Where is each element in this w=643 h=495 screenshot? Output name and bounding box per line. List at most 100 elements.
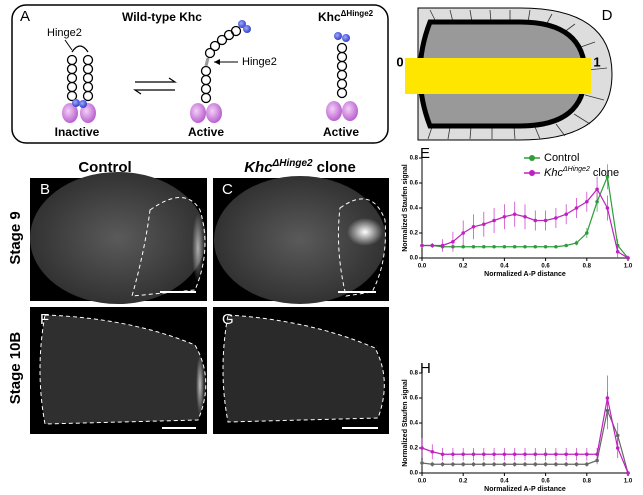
data-point [585, 462, 589, 467]
data-point [512, 212, 517, 217]
y-tick-label: 0.4 [410, 206, 419, 212]
data-point [605, 174, 610, 179]
data-point [461, 462, 466, 467]
motor-head [326, 101, 342, 121]
hinge-label: Hinge2 [242, 56, 277, 68]
data-point [585, 452, 589, 457]
data-point [502, 462, 507, 467]
x-tick-label: 0.6 [541, 479, 550, 485]
data-point [554, 462, 558, 467]
data-point [492, 218, 496, 223]
panel-a-box [11, 4, 389, 144]
y-tick-label: 0.4 [410, 421, 419, 427]
data-point [626, 256, 630, 260]
data-point [430, 243, 435, 248]
data-point [482, 452, 486, 457]
axis-end-label: 0 [396, 54, 403, 69]
data-point [440, 462, 445, 467]
x-tick-label: 0.2 [459, 264, 468, 270]
legend-name: Khc [544, 167, 563, 179]
data-point [523, 214, 527, 219]
data-point [543, 244, 548, 249]
column-header: Control [78, 159, 131, 176]
data-point [512, 244, 517, 249]
data-point [471, 244, 476, 249]
data-point [420, 461, 424, 465]
x-tick-label: 0.4 [500, 479, 509, 485]
data-point [461, 452, 466, 457]
data-point [543, 452, 548, 457]
data-point [482, 222, 486, 227]
micrograph-g [213, 307, 389, 434]
panel-label: B [40, 181, 50, 198]
row-label: Stage 9 [7, 211, 24, 264]
data-point [554, 244, 558, 249]
data-point [605, 396, 610, 400]
data-point [585, 199, 589, 204]
motor-head [342, 101, 358, 121]
data-point [564, 452, 568, 457]
data-point [615, 446, 620, 450]
data-point [451, 239, 455, 244]
legend-label: KhcΔHinge2 clone [544, 166, 619, 179]
data-point [533, 244, 538, 249]
data-point [512, 452, 517, 457]
active-molecule [200, 25, 242, 104]
data-point [595, 187, 599, 192]
data-point [615, 433, 620, 438]
panel-title: KhcΔHinge2 [318, 9, 374, 24]
y-tick-label: 0.2 [410, 231, 419, 237]
data-point [605, 206, 610, 210]
y-tick-label: 0.8 [410, 156, 419, 162]
motor-head [190, 103, 206, 123]
x-tick-label: 1.0 [624, 264, 633, 270]
data-point [492, 244, 496, 249]
x-tick-label: 0.8 [583, 479, 592, 485]
data-point [533, 462, 538, 467]
tail-ball [238, 20, 246, 28]
micrograph-f [30, 307, 207, 434]
panel-label: G [222, 311, 234, 328]
data-point [492, 462, 496, 467]
data-point [585, 231, 589, 235]
data-point [440, 243, 445, 248]
header-text: clone [317, 159, 356, 176]
data-point [451, 462, 455, 467]
title-text: Khc [318, 10, 341, 24]
axis-end-label: 1 [593, 54, 600, 69]
panel-label: A [20, 8, 30, 25]
data-point [461, 244, 466, 249]
y-tick-label: 0.8 [410, 371, 419, 377]
data-point [471, 224, 476, 229]
data-point [440, 452, 445, 457]
x-tick-label: 0.4 [500, 264, 509, 270]
panel-label: E [420, 145, 430, 162]
data-point [564, 462, 568, 467]
x-tick-label: 1.0 [624, 479, 633, 485]
hinge-label: Hinge2 [47, 27, 82, 39]
panel-label: H [420, 360, 431, 377]
legend-rest: clone [593, 167, 619, 179]
data-point [574, 462, 579, 467]
state-label: Active [188, 125, 224, 139]
data-point [543, 462, 548, 467]
data-point [533, 452, 538, 457]
micrograph-c [213, 176, 389, 304]
state-label: Active [323, 125, 359, 139]
data-point [492, 452, 496, 457]
data-point [543, 218, 548, 223]
data-point [615, 249, 620, 254]
title-superscript: ΔHinge2 [341, 9, 374, 18]
micrograph-b [30, 172, 207, 304]
data-point [554, 216, 558, 220]
column-header: KhcΔHinge2 clone [244, 158, 356, 176]
data-point [523, 462, 527, 467]
y-axis-label: Normalized Staufen signal [402, 379, 409, 467]
data-point [523, 244, 527, 249]
mutant-molecule [336, 42, 348, 99]
measurement-band [405, 58, 591, 94]
follicle-cells [427, 9, 608, 140]
data-point [502, 214, 507, 219]
legend-name: Control [544, 152, 579, 164]
